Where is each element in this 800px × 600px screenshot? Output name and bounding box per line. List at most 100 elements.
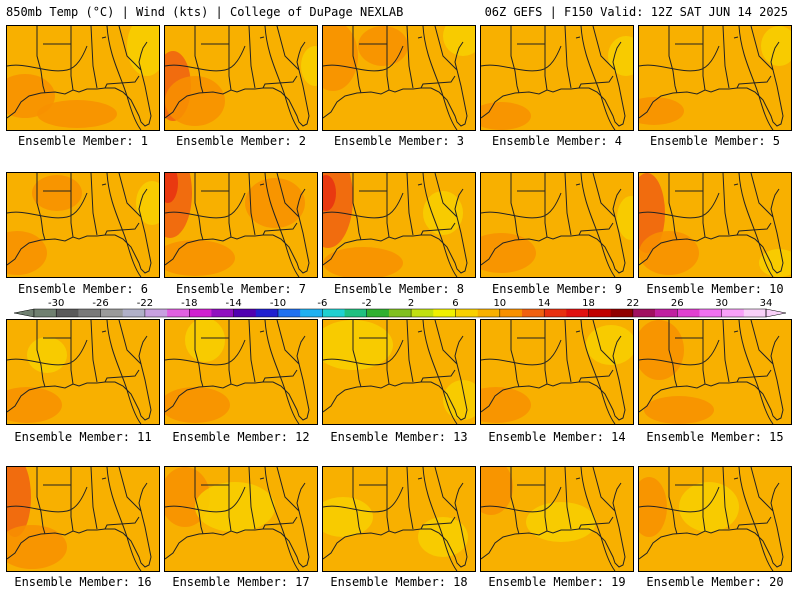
temperature-map — [481, 467, 633, 571]
colorbar-swatch — [256, 309, 278, 317]
colorbar-tick-label: -6 — [317, 298, 327, 309]
colorbar-tick-label: -18 — [181, 298, 197, 309]
temperature-map — [639, 173, 791, 277]
colorbar-swatch — [655, 309, 677, 317]
ensemble-member-map — [480, 319, 634, 425]
temperature-map — [323, 26, 475, 130]
colorbar-tick-label: -30 — [48, 298, 64, 309]
colorbar-swatch — [278, 309, 300, 317]
ensemble-member-label: Ensemble Member: 8 — [319, 282, 479, 296]
ensemble-member-map — [322, 466, 476, 572]
colorbar-swatch — [589, 309, 611, 317]
model-run-info: 06Z GEFS | F150 Valid: 12Z SAT JUN 14 20… — [485, 5, 788, 19]
colorbar-swatch — [300, 309, 322, 317]
colorbar-swatch — [744, 309, 766, 317]
ensemble-member-label: Ensemble Member: 4 — [477, 134, 637, 148]
temperature-map — [165, 173, 317, 277]
temperature-map — [7, 467, 159, 571]
chart-title: 850mb Temp (°C) | Wind (kts) | College o… — [6, 5, 403, 19]
ensemble-member-map — [638, 25, 792, 131]
ensemble-member-map — [322, 25, 476, 131]
ensemble-member-label: Ensemble Member: 11 — [3, 430, 163, 444]
colorbar-swatch — [722, 309, 744, 317]
ensemble-member-label: Ensemble Member: 18 — [319, 575, 479, 589]
ensemble-member-label: Ensemble Member: 2 — [161, 134, 321, 148]
colorbar-tick-label: 26 — [671, 298, 684, 309]
ensemble-member-label: Ensemble Member: 3 — [319, 134, 479, 148]
temperature-map — [639, 26, 791, 130]
colorbar-swatch — [145, 309, 167, 317]
temperature-map — [165, 320, 317, 424]
colorbar-arrow-right — [766, 309, 786, 317]
colorbar-swatch — [677, 309, 699, 317]
temperature-map — [323, 320, 475, 424]
ensemble-member-label: Ensemble Member: 15 — [635, 430, 795, 444]
colorbar-tick-label: 6 — [452, 298, 458, 309]
colorbar-swatch — [211, 309, 233, 317]
colorbar-swatch — [478, 309, 500, 317]
ensemble-member-map — [164, 25, 318, 131]
ensemble-member-map — [164, 319, 318, 425]
colorbar-swatch — [322, 309, 344, 317]
colorbar-swatch — [611, 309, 633, 317]
colorbar-swatch — [189, 309, 211, 317]
ensemble-member-map — [6, 466, 160, 572]
colorbar-tick-label: -2 — [362, 298, 372, 309]
colorbar-swatch — [500, 309, 522, 317]
colorbar-tick-label: 10 — [493, 298, 506, 309]
temperature-map — [323, 173, 475, 277]
ensemble-member-map — [638, 319, 792, 425]
ensemble-member-label: Ensemble Member: 20 — [635, 575, 795, 589]
colorbar-swatch — [544, 309, 566, 317]
colorbar-swatch — [455, 309, 477, 317]
ensemble-member-label: Ensemble Member: 5 — [635, 134, 795, 148]
ensemble-member-map — [322, 319, 476, 425]
colorbar-tick-label: -26 — [92, 298, 108, 309]
colorbar-tick-label: 30 — [715, 298, 728, 309]
colorbar-tick-label: 18 — [582, 298, 595, 309]
ensemble-member-map — [6, 25, 160, 131]
ensemble-member-map — [6, 172, 160, 278]
colorbar-arrow-left — [14, 309, 34, 317]
ensemble-member-map — [480, 25, 634, 131]
colorbar-swatch — [433, 309, 455, 317]
ensemble-member-map — [164, 172, 318, 278]
ensemble-member-label: Ensemble Member: 19 — [477, 575, 637, 589]
ensemble-member-map — [322, 172, 476, 278]
ensemble-member-label: Ensemble Member: 14 — [477, 430, 637, 444]
colorbar-tick-label: -14 — [225, 298, 241, 309]
ensemble-member-label: Ensemble Member: 7 — [161, 282, 321, 296]
colorbar-swatch — [101, 309, 123, 317]
temperature-map — [7, 26, 159, 130]
colorbar-swatch — [78, 309, 100, 317]
ensemble-member-map — [638, 172, 792, 278]
colorbar-swatch — [633, 309, 655, 317]
colorbar-swatch — [699, 309, 721, 317]
temperature-map — [165, 26, 317, 130]
colorbar-swatch — [234, 309, 256, 317]
ensemble-member-map — [6, 319, 160, 425]
colorbar-swatch — [56, 309, 78, 317]
temperature-map — [481, 320, 633, 424]
ensemble-member-map — [480, 172, 634, 278]
temperature-map — [481, 26, 633, 130]
colorbar-swatch — [411, 309, 433, 317]
temperature-map — [7, 173, 159, 277]
temperature-map — [165, 467, 317, 571]
colorbar-swatch — [566, 309, 588, 317]
temperature-map — [323, 467, 475, 571]
ensemble-member-label: Ensemble Member: 9 — [477, 282, 637, 296]
temperature-map — [639, 467, 791, 571]
ensemble-member-label: Ensemble Member: 16 — [3, 575, 163, 589]
ensemble-member-label: Ensemble Member: 13 — [319, 430, 479, 444]
colorbar-tick-label: -22 — [137, 298, 153, 309]
colorbar-swatch — [123, 309, 145, 317]
colorbar-swatch — [389, 309, 411, 317]
colorbar-tick-label: -10 — [270, 298, 286, 309]
ensemble-member-label: Ensemble Member: 12 — [161, 430, 321, 444]
temperature-map — [7, 320, 159, 424]
colorbar-swatch — [522, 309, 544, 317]
ensemble-member-map — [164, 466, 318, 572]
colorbar-swatch — [167, 309, 189, 317]
colorbar-swatch — [367, 309, 389, 317]
